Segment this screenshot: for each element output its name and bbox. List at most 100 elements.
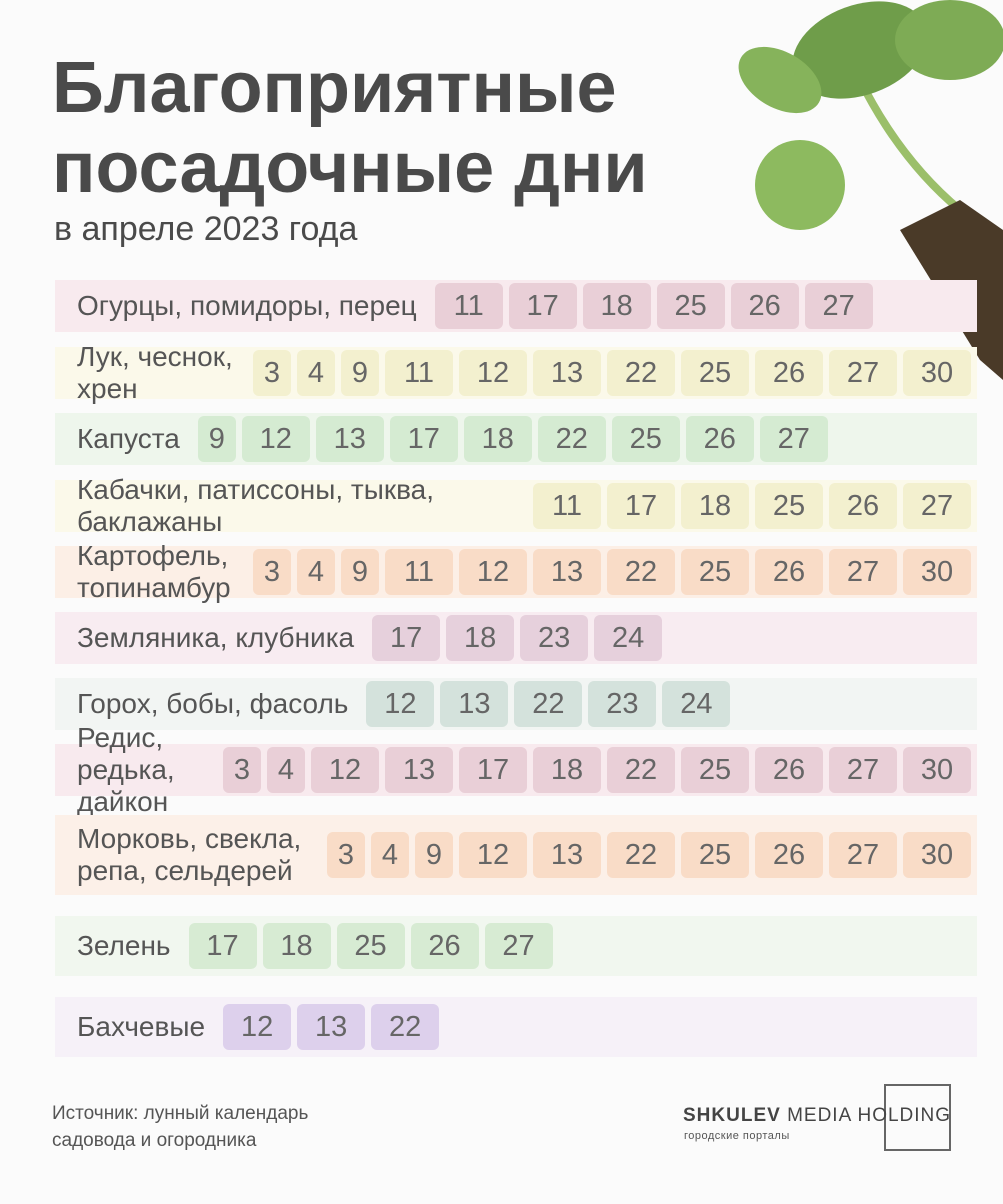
table-row: Бахчевые 12 13 22 [55, 997, 977, 1057]
day-chip: 18 [262, 923, 331, 969]
day-chip: 17 [508, 283, 577, 329]
day-chip: 22 [607, 747, 675, 793]
day-chip: 12 [223, 1004, 292, 1050]
logo-name: MEDIA HOLDING [787, 1105, 952, 1126]
plant [738, 0, 1003, 380]
logo-frame [884, 1084, 951, 1151]
subtitle: в апреле 2023 года [54, 210, 358, 248]
day-chip: 26 [730, 283, 799, 329]
day-chip: 25 [656, 283, 725, 329]
day-chip: 26 [755, 747, 823, 793]
table-row: Зелень 17 18 25 26 27 [55, 916, 977, 976]
day-chip: 9 [197, 416, 236, 462]
day-chip: 17 [607, 483, 675, 529]
day-chip: 22 [607, 549, 675, 595]
day-chip: 26 [829, 483, 897, 529]
table-row: Лук, чеснок, хрен 3 4 9 11 12 13 22 25 26 27 30 [55, 341, 977, 404]
row-label: Зелень [77, 930, 171, 961]
day-chip: 17 [372, 615, 441, 661]
day-chip: 13 [315, 416, 384, 462]
day-chip: 26 [755, 832, 823, 878]
day-chip: 13 [440, 681, 509, 727]
title: Благоприятные посадочные дни [52, 48, 648, 208]
day-chip: 22 [607, 350, 675, 396]
row-label: Морковь, свекла, репа, сельдерей [77, 823, 302, 886]
row-label: Капуста [77, 423, 180, 454]
day-chip: 22 [514, 681, 583, 727]
day-chip: 4 [371, 832, 409, 878]
row-label: Редис, редька, дайкон [77, 722, 175, 817]
table-row: Капуста 9 12 13 17 18 22 25 26 27 [55, 413, 977, 465]
row-label: Огурцы, помидоры, перец [77, 290, 417, 321]
day-chip: 24 [594, 615, 663, 661]
day-chip: 17 [459, 747, 527, 793]
day-chip: 12 [366, 681, 435, 727]
day-chip: 22 [371, 1004, 440, 1050]
day-chip: 18 [582, 283, 651, 329]
row-label: Кабачки, патиссоны, тыква, баклажаны [77, 474, 434, 537]
day-chip: 30 [903, 549, 971, 595]
table-row: Горох, бобы, фасоль 12 13 22 23 24 [55, 678, 977, 730]
day-chip: 4 [297, 350, 335, 396]
table-row: Редис, редька, дайкон 3 4 12 13 17 18 22 25 26 27 3… [55, 722, 977, 817]
day-chip: 13 [297, 1004, 366, 1050]
day-chip: 25 [681, 747, 749, 793]
day-chip: 11 [385, 549, 453, 595]
day-chip: 13 [533, 832, 601, 878]
day-chip: 26 [755, 350, 823, 396]
day-chip: 18 [681, 483, 749, 529]
day-chip: 23 [588, 681, 657, 727]
day-chip: 27 [484, 923, 553, 969]
day-chip: 17 [389, 416, 458, 462]
day-chip: 22 [537, 416, 606, 462]
day-chip: 26 [410, 923, 479, 969]
day-chip: 4 [297, 549, 335, 595]
day-chip: 18 [463, 416, 532, 462]
source: Источник: лунный календарь садовода и ог… [52, 1103, 309, 1151]
day-chip: 18 [446, 615, 515, 661]
row-label: Картофель, топинамбур [77, 540, 231, 603]
row-label: Бахчевые [77, 1011, 206, 1042]
day-chip: 12 [241, 416, 310, 462]
day-chip: 12 [459, 549, 527, 595]
row-label: Земляника, клубника [77, 622, 355, 653]
day-chip: 12 [459, 350, 527, 396]
day-chip: 27 [829, 747, 897, 793]
day-chip: 30 [903, 832, 971, 878]
day-chip: 17 [188, 923, 257, 969]
table-row: Картофель, топинамбур 3 4 9 11 12 13 22 25 26 27 30 [55, 540, 977, 603]
day-chip: 30 [903, 350, 971, 396]
day-chip: 9 [341, 350, 379, 396]
day-chip: 12 [311, 747, 379, 793]
table-row: Морковь, свекла, репа, сельдерей 3 4 9 12 13 2… [55, 815, 977, 895]
table-row: Кабачки, патиссоны, тыква, баклажаны 11 17… [55, 474, 977, 537]
day-chip: 11 [533, 483, 601, 529]
logo: SHKULEV MEDIA HOLDING [683, 1105, 951, 1127]
day-chip: 12 [459, 832, 527, 878]
day-chip: 30 [903, 747, 971, 793]
day-chip: 13 [385, 747, 453, 793]
day-chip: 11 [434, 283, 503, 329]
day-chip: 25 [681, 832, 749, 878]
table-row: Земляника, клубника 17 18 23 24 [55, 612, 977, 664]
day-chip: 3 [327, 832, 365, 878]
day-chip: 13 [533, 350, 601, 396]
day-chip: 25 [681, 549, 749, 595]
day-chip: 27 [759, 416, 828, 462]
day-chip: 13 [533, 549, 601, 595]
day-chip: 23 [520, 615, 589, 661]
day-chip: 18 [533, 747, 601, 793]
logo-tagline: городские порталы [684, 1130, 790, 1142]
table-row: Огурцы, помидоры, перец 11 17 18 25 26 27 [55, 280, 977, 332]
logo-brand: SHKULEV [683, 1105, 781, 1126]
day-chip: 22 [607, 832, 675, 878]
row-label: Лук, чеснок, хрен [77, 341, 233, 404]
day-chip: 25 [336, 923, 405, 969]
day-chip: 24 [662, 681, 731, 727]
day-chip: 27 [829, 350, 897, 396]
day-chip: 4 [267, 747, 305, 793]
day-chip: 26 [755, 549, 823, 595]
day-chip: 3 [223, 747, 261, 793]
day-chip: 9 [341, 549, 379, 595]
